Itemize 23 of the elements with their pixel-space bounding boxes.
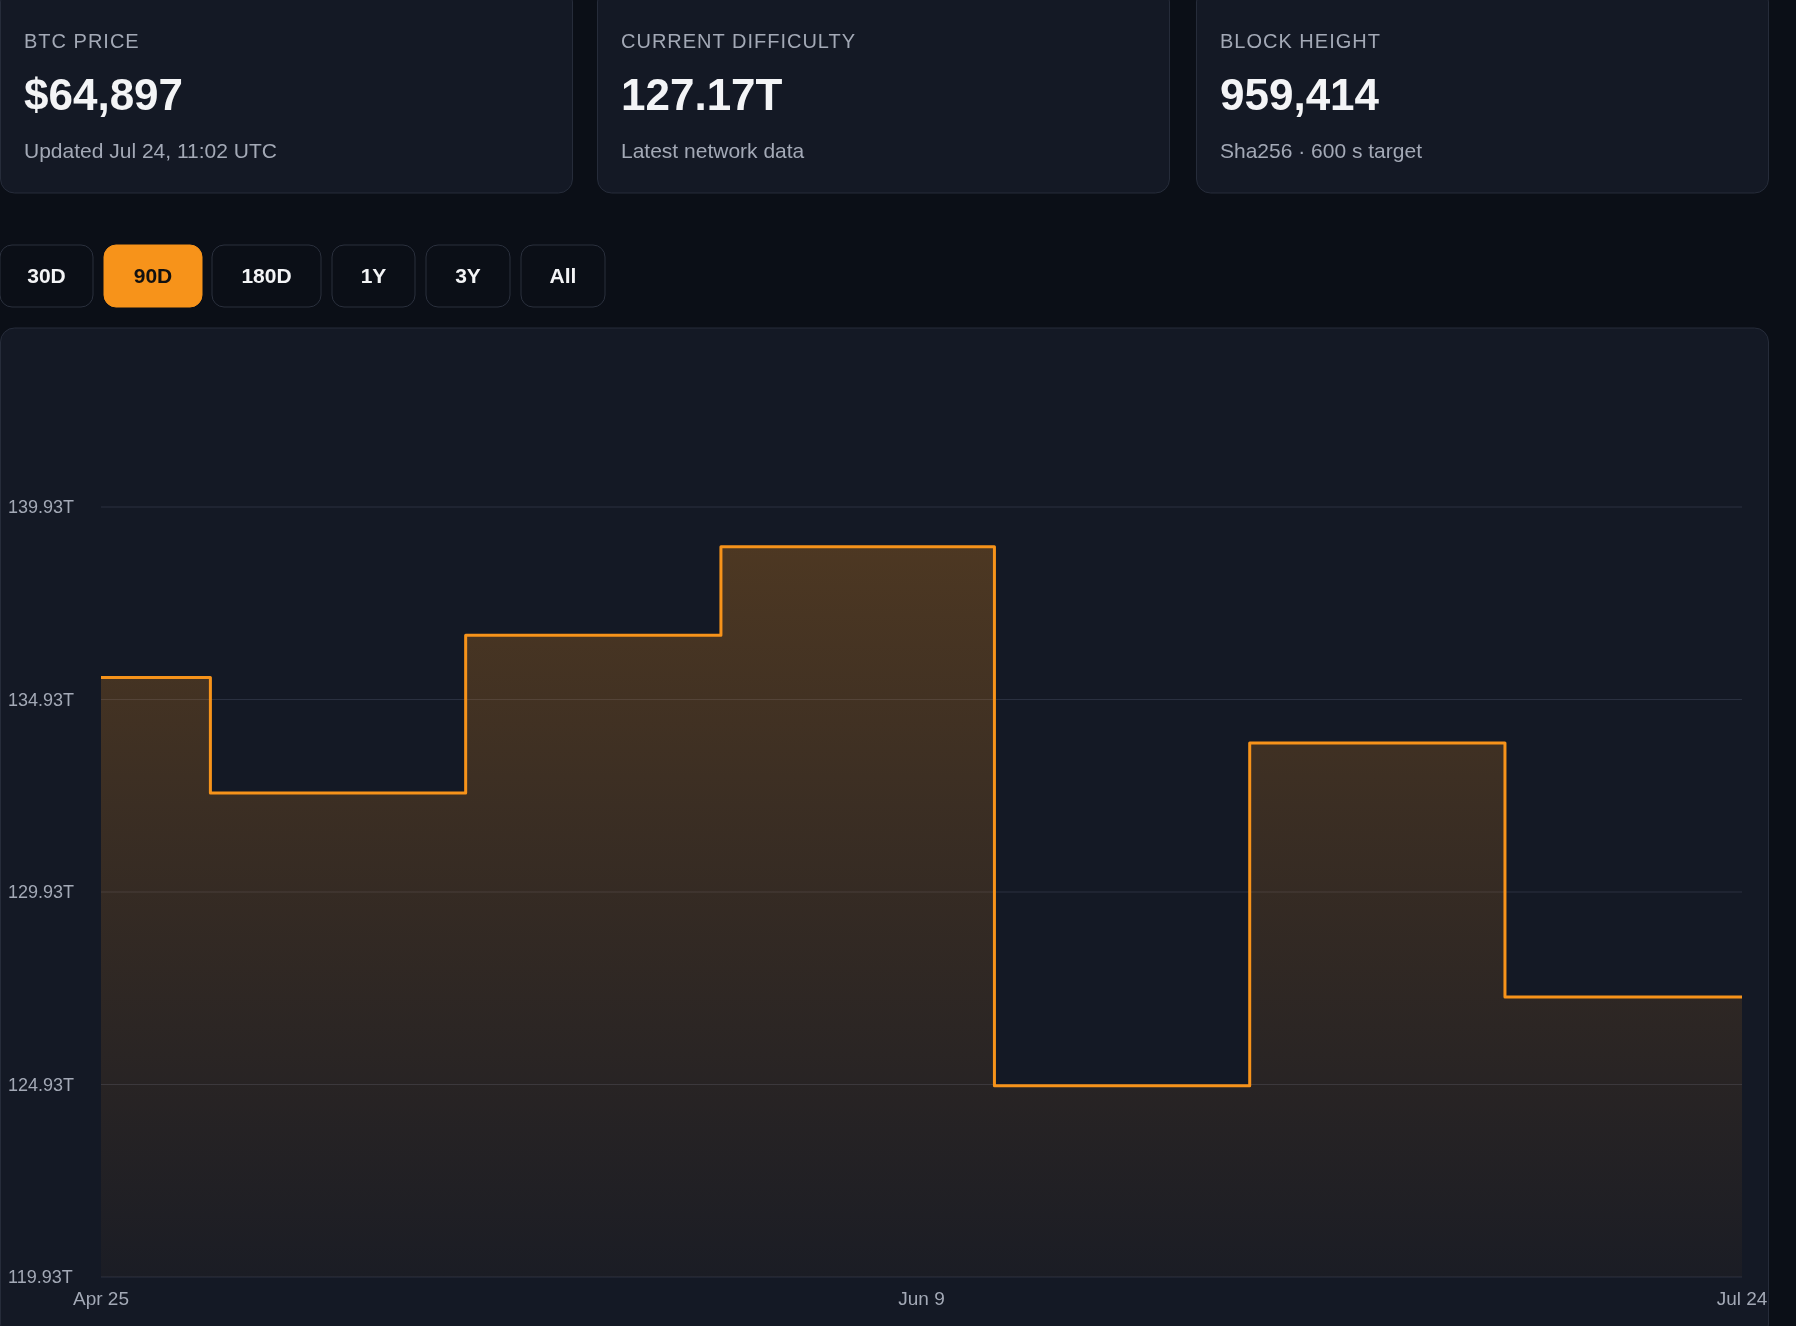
y-tick-label: 124.93T (8, 1074, 75, 1095)
text: CURRENT DIFFICULTY (621, 30, 857, 52)
category-label: 1Y (360, 264, 387, 287)
x-tick-label: Jun 9 (898, 1288, 945, 1309)
x-tick-label: Apr 25 (73, 1288, 129, 1309)
text: 959,414 (1220, 70, 1380, 119)
x-tick-label: Jul 24 (1716, 1288, 1768, 1309)
y-tick-label: 139.93T (8, 497, 75, 518)
text: BLOCK HEIGHT (1220, 30, 1381, 52)
category-label: 3Y (455, 264, 481, 287)
text: Updated Jul 24, 11:02 UTC (24, 139, 277, 162)
category-label: 30D (27, 264, 66, 287)
category-label: All (549, 264, 577, 287)
text: $64,897 (24, 70, 184, 119)
text: Sha256 · 600 s target (1220, 139, 1423, 162)
text: 127.17T (621, 70, 783, 119)
y-tick-label: 129.93T (8, 882, 75, 903)
y-tick-label: 134.93T (8, 689, 75, 710)
y-tick-label: 119.93T (8, 1267, 73, 1288)
text: Latest network data (621, 139, 805, 162)
text: BTC PRICE (24, 30, 140, 52)
category-label: 90D (133, 264, 173, 287)
category-label: 180D (241, 264, 292, 287)
